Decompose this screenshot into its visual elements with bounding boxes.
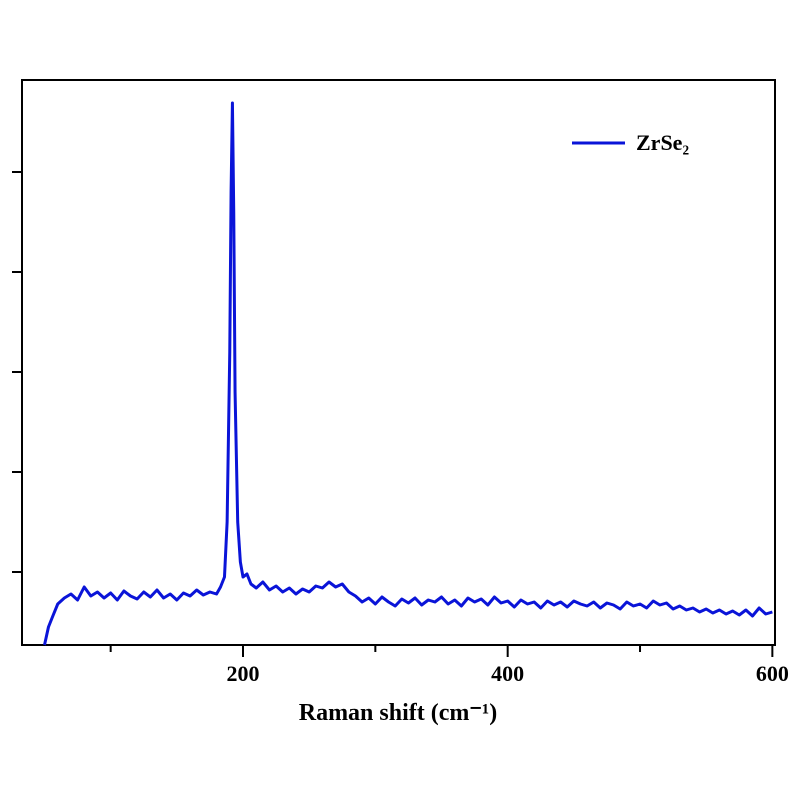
data-line: [43, 101, 773, 646]
x-axis-label: Raman shift (cm⁻¹): [299, 700, 498, 726]
plot-frame: [21, 79, 776, 646]
x-tick-label: 400: [491, 661, 524, 686]
x-tick-label: 600: [756, 661, 789, 686]
legend-label: ZrSe₂: [636, 130, 689, 155]
x-tick-label: 200: [227, 661, 260, 686]
